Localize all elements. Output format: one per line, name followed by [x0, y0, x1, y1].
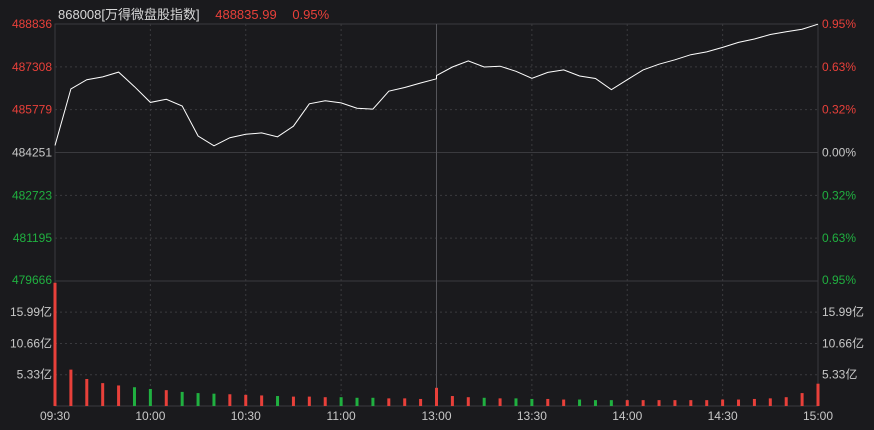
- volume-bar: [816, 383, 820, 406]
- volume-bar: [466, 397, 470, 406]
- volume-bar: [752, 398, 756, 406]
- volume-bar: [148, 388, 152, 406]
- price-tick-left: 485779: [12, 103, 52, 117]
- volume-bar: [228, 394, 232, 406]
- volume-bar: [164, 390, 168, 406]
- volume-bar: [276, 396, 280, 406]
- volume-bar: [673, 400, 677, 406]
- percent-tick-right: 0.32%: [822, 188, 856, 202]
- volume-bar: [291, 396, 295, 406]
- volume-bar: [69, 369, 73, 406]
- volume-bar: [530, 398, 534, 406]
- percent-tick-right: 0.63%: [822, 60, 856, 74]
- volume-bar: [339, 397, 343, 406]
- volume-bar: [355, 397, 359, 406]
- percent-tick-right: 0.63%: [822, 231, 856, 245]
- percent-tick-right: 0.95%: [822, 17, 856, 31]
- time-tick-label: 10:00: [135, 409, 165, 423]
- volume-bar: [657, 400, 661, 406]
- volume-bar: [482, 397, 486, 406]
- price-tick-left: 481195: [13, 231, 52, 245]
- price-tick-left: 479666: [12, 273, 52, 287]
- volume-bar: [260, 395, 264, 406]
- time-tick-label: 14:00: [612, 409, 642, 423]
- volume-bar: [689, 400, 693, 406]
- percent-tick-right: 0.32%: [822, 103, 856, 117]
- volume-bar: [196, 393, 200, 406]
- time-tick-label: 15:00: [803, 409, 833, 423]
- volume-bar: [244, 394, 248, 406]
- index-name: 868008[万得微盘股指数]: [58, 7, 200, 22]
- volume-bar: [403, 398, 407, 406]
- volume-bar: [180, 391, 184, 406]
- volume-bar: [593, 400, 597, 406]
- percent-tick-right: 0.00%: [822, 146, 856, 160]
- chart-header: 868008[万得微盘股指数] 488835.99 0.95%: [58, 4, 341, 23]
- volume-bar: [800, 393, 804, 406]
- price-line-series: [54, 23, 819, 147]
- volume-bar: [85, 379, 89, 406]
- volume-bar: [117, 385, 121, 406]
- volume-tick-right: 5.33亿: [822, 367, 857, 382]
- time-tick-label: 13:30: [517, 409, 547, 423]
- volume-bar: [498, 398, 502, 406]
- volume-bar: [609, 400, 613, 406]
- price-tick-left: 488836: [12, 17, 52, 31]
- time-tick-label: 09:30: [40, 409, 70, 423]
- volume-bar: [53, 282, 57, 406]
- volume-tick-left: 5.33亿: [17, 367, 52, 382]
- percent-tick-right: 0.95%: [822, 273, 856, 287]
- volume-bar: [546, 398, 550, 406]
- volume-tick-right: 15.99亿: [822, 304, 864, 319]
- change-percent: 0.95%: [292, 7, 330, 22]
- volume-bar: [419, 398, 423, 406]
- volume-bar: [705, 400, 709, 406]
- volume-bar: [450, 396, 454, 406]
- last-value: 488835.99: [215, 7, 277, 22]
- volume-bar: [737, 399, 741, 406]
- price-tick-left: 487308: [12, 60, 52, 74]
- volume-bar: [625, 400, 629, 406]
- volume-bar: [435, 387, 438, 406]
- volume-tick-left: 15.99亿: [10, 304, 52, 319]
- volume-bar: [371, 397, 375, 406]
- volume-bar: [323, 397, 327, 406]
- volume-bar: [562, 399, 566, 406]
- volume-tick-right: 10.66亿: [822, 335, 864, 350]
- volume-bar: [101, 383, 105, 406]
- volume-bar: [132, 387, 136, 406]
- volume-bar: [721, 399, 725, 406]
- volume-bar: [514, 398, 518, 406]
- time-tick-label: 10:30: [231, 409, 261, 423]
- volume-bar: [641, 400, 645, 406]
- volume-bar: [768, 398, 772, 406]
- price-tick-left: 484251: [12, 146, 52, 160]
- time-tick-label: 13:00: [421, 409, 451, 423]
- volume-bar: [784, 397, 788, 406]
- volume-tick-left: 10.66亿: [10, 335, 52, 350]
- price-tick-left: 482723: [12, 188, 52, 202]
- volume-bar: [578, 399, 582, 406]
- time-tick-label: 11:00: [327, 409, 356, 423]
- volume-bar: [212, 393, 216, 406]
- volume-bar: [387, 398, 391, 406]
- volume-bar: [307, 396, 311, 406]
- time-tick-label: 14:30: [708, 409, 738, 423]
